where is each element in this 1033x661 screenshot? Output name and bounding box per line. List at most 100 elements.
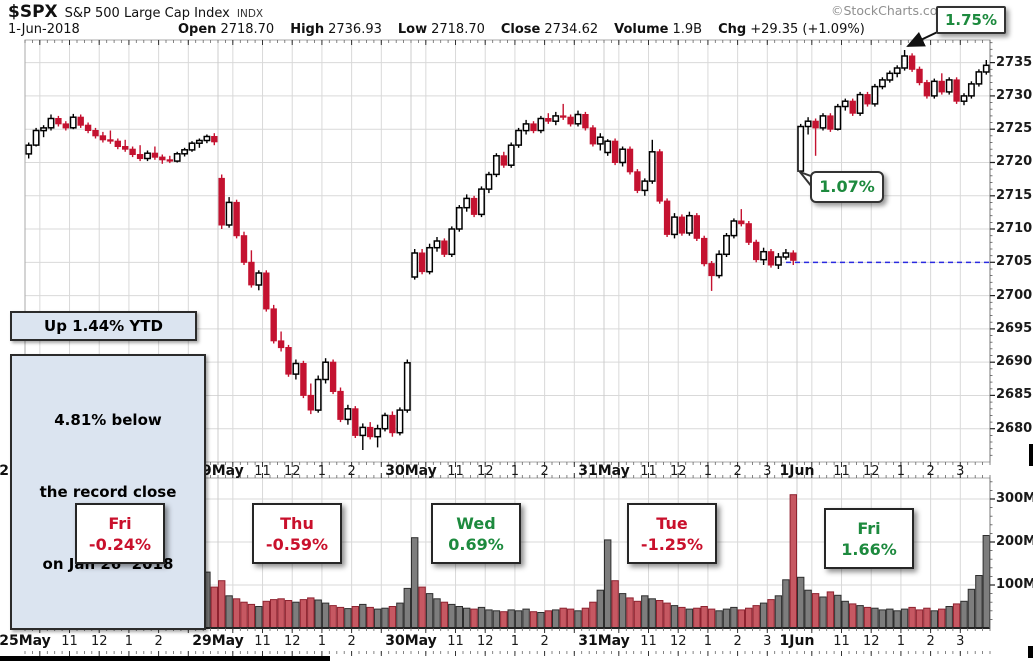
- time-axis-hour-label: 2: [926, 634, 935, 649]
- callout-day: Wed: [456, 514, 496, 533]
- time-axis-hour-label: 1: [703, 464, 713, 479]
- volume-axis-tick-label: 200M: [996, 534, 1033, 549]
- time-axis-hour-label: 3: [763, 464, 772, 479]
- new-high-percent-box: 1.75%: [936, 6, 1006, 34]
- day-callout-thu: Thu -0.59%: [252, 503, 342, 564]
- time-axis-hour-label: 2: [733, 464, 742, 479]
- time-axis-hour-label: 11: [640, 464, 657, 479]
- ticker-symbol: $SPX: [8, 2, 58, 22]
- callout-day: Fri: [108, 514, 132, 533]
- time-axis-hour-label: 1: [317, 634, 327, 649]
- candlesticks-group: [25, 50, 990, 450]
- time-axis-hour-label: 1: [896, 634, 906, 649]
- price-axis-tick-label: 2700: [996, 287, 1033, 303]
- time-axis-hour-label: 3: [956, 634, 965, 649]
- time-axis-day-label: 25May: [0, 633, 51, 649]
- quote-open: Open 2718.70: [178, 22, 275, 37]
- time-axis-hour-label: 2: [926, 464, 935, 479]
- quote-change: Chg +29.35 (+1.09%): [718, 22, 865, 37]
- quote-close: Close 2734.62: [500, 22, 599, 37]
- price-axis-tick-label: 2735: [996, 54, 1033, 70]
- gap-percent-bubble: 1.07%: [810, 171, 884, 203]
- time-axis-hour-label: 2: [540, 464, 549, 479]
- time-axis-hour-label: 12: [283, 634, 301, 649]
- price-axis-tick-label: 2690: [996, 354, 1033, 370]
- time-axis-day-label: 1Jun: [779, 463, 815, 479]
- time-axis-day-label: 30May: [385, 463, 437, 479]
- time-axis-hour-label: 11: [640, 634, 657, 649]
- callout-pct: -1.25%: [640, 535, 704, 554]
- chart-header: $SPX S&P 500 Large Cap Index INDX: [8, 2, 263, 22]
- record-close-annotation-box: 4.81% below the record close on Jan 26 2…: [10, 354, 206, 630]
- price-axis-tick-label: 2695: [996, 320, 1033, 336]
- price-axis-tick-label: 2725: [996, 121, 1033, 137]
- index-name: S&P 500 Large Cap Index: [64, 6, 230, 21]
- quote-date: 1-Jun-2018: [8, 22, 80, 37]
- time-axis-hour-label: 12: [862, 634, 880, 649]
- time-axis-hour-label: 2: [733, 634, 742, 649]
- time-axis-hour-label: 12: [669, 634, 687, 649]
- time-axis-hour-label: 11: [447, 464, 464, 479]
- volume-axis-tick-label: 100M: [996, 577, 1033, 592]
- time-axis-hour-label: 2: [154, 634, 163, 649]
- time-axis-hour-label: 12: [283, 464, 301, 479]
- callout-pct: 0.69%: [448, 535, 504, 554]
- quote-volume: Volume 1.9B: [614, 22, 703, 37]
- callout-day: Fri: [857, 519, 881, 538]
- time-axis-hour-label: 12: [669, 464, 687, 479]
- time-axis-hour-label: 1: [703, 634, 713, 649]
- time-axis-hour-label: 12: [476, 464, 494, 479]
- time-axis-day-label: 30May: [385, 633, 437, 649]
- callout-pct: 1.66%: [841, 540, 897, 559]
- time-axis-hour-label: 11: [254, 464, 271, 479]
- time-axis-hour-label: 1: [510, 464, 520, 479]
- time-axis-hour-label: 1: [317, 464, 327, 479]
- record-box-line1: 4.81% below: [54, 411, 162, 429]
- time-axis-hour-label: 11: [447, 634, 464, 649]
- callout-day: Thu: [280, 514, 314, 533]
- time-axis-hour-label: 12: [476, 634, 494, 649]
- screen-artifact-corner: [1028, 646, 1033, 658]
- day-callout-tue: Tue -1.25%: [627, 503, 717, 564]
- record-box-line2: the record close: [39, 483, 177, 501]
- time-axis-hour-label: 12: [90, 634, 108, 649]
- screen-artifact-bottom-bar: [0, 656, 330, 661]
- day-callout-fri2: Fri 1.66%: [824, 508, 914, 569]
- screen-artifact-right-edge: [1029, 444, 1033, 466]
- time-axis-hour-label: 2: [347, 634, 356, 649]
- time-axis-day-label: 29May: [192, 633, 244, 649]
- day-callout-wed: Wed 0.69%: [431, 503, 521, 564]
- time-axis-hour-label: 1: [124, 634, 134, 649]
- price-axis-tick-label: 2680: [996, 420, 1033, 436]
- callout-pct: -0.24%: [88, 535, 152, 554]
- quote-low: Low 2718.70: [397, 22, 485, 37]
- time-axis-hour-label: 11: [254, 634, 271, 649]
- time-axis-hour-label: 11: [61, 634, 78, 649]
- price-axis-tick-label: 2705: [996, 254, 1033, 270]
- time-axis-day-label: 1Jun: [779, 633, 815, 649]
- ytd-annotation-box: Up 1.44% YTD: [10, 311, 197, 341]
- price-axis-tick-label: 2685: [996, 387, 1033, 403]
- time-axis-day-label: 31May: [578, 633, 630, 649]
- time-axis-hour-label: 11: [833, 464, 850, 479]
- day-callout-fri1: Fri -0.24%: [75, 503, 165, 564]
- quote-high: High 2736.93: [290, 22, 382, 37]
- price-axis-tick-label: 2730: [996, 87, 1033, 103]
- time-axis-hour-label: 3: [956, 464, 965, 479]
- price-axis-tick-label: 2720: [996, 154, 1033, 170]
- quote-row: 1-Jun-2018 Open 2718.70 High 2736.93 Low 2718.…: [8, 22, 881, 37]
- stockcharts-watermark: ©StockCharts.com: [831, 3, 950, 18]
- time-axis-hour-label: 1: [896, 464, 906, 479]
- time-axis-hour-label: 3: [763, 634, 772, 649]
- callout-day: Tue: [656, 514, 688, 533]
- callout-pct: -0.59%: [265, 535, 329, 554]
- price-axis-tick-label: 2710: [996, 221, 1033, 237]
- time-axis-hour-label: 11: [833, 634, 850, 649]
- time-axis-day-label: 31May: [578, 463, 630, 479]
- time-axis-hour-label: 1: [510, 634, 520, 649]
- time-axis-hour-label: 12: [862, 464, 880, 479]
- time-axis-hour-label: 2: [540, 634, 549, 649]
- price-axis-tick-label: 2715: [996, 187, 1033, 203]
- volume-axis-tick-label: 300M: [996, 491, 1033, 506]
